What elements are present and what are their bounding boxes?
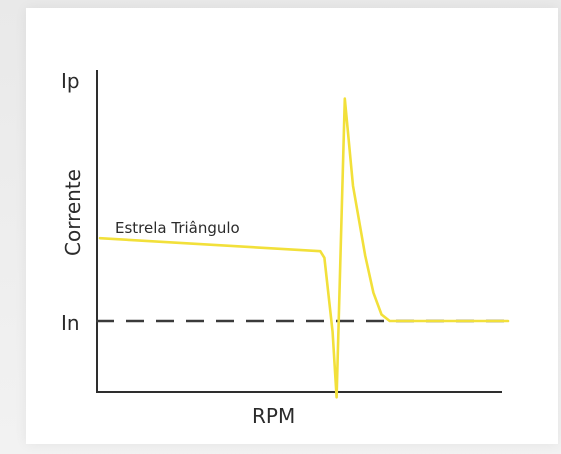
series-label-estrela-triangulo: Estrela Triângulo [115, 219, 240, 237]
chart-card [26, 8, 558, 444]
y-tick-label-in: In [61, 311, 80, 335]
y-tick-label-ip: Ip [61, 69, 80, 93]
y-axis-label: Corrente [61, 169, 85, 256]
axes [96, 70, 502, 393]
x-axis-label: RPM [252, 404, 295, 428]
estrela-triangulo-series-line [98, 97, 510, 399]
